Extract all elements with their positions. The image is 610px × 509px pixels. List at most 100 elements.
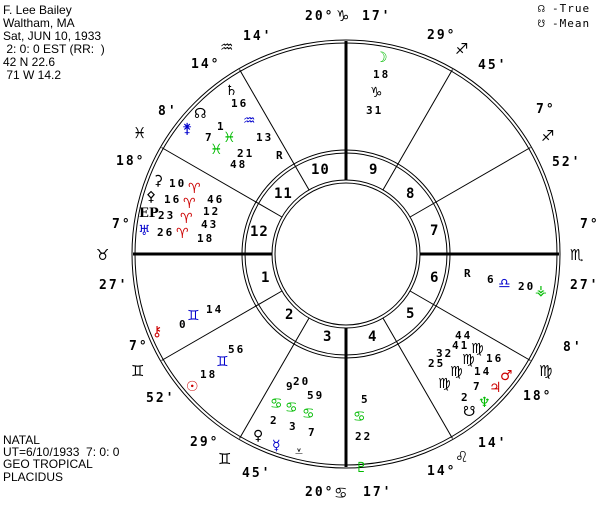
- planet-sun[interactable]: ☉ 18 ♊ 56: [186, 343, 245, 395]
- planet-degree: 18: [373, 68, 390, 81]
- venus-icon: ♀: [253, 428, 263, 444]
- uranus-icon: ♅: [138, 223, 151, 239]
- planet-mercury[interactable]: ☿ 20 ♋ 3: [272, 375, 310, 454]
- planet-vesta[interactable]: R 6 ♎ 20 ⚶: [464, 267, 547, 299]
- planet-jupiter[interactable]: 41 ♍ 14 ♃: [452, 339, 502, 396]
- birth-place: Waltham, MA: [3, 16, 75, 30]
- planet-ceres[interactable]: ⚳ 10 ♈ 46: [153, 173, 224, 206]
- planet-minutes: 13: [256, 131, 273, 144]
- juno-icon: ⚵: [182, 121, 192, 137]
- house-cusp-line: [409, 290, 531, 361]
- planet-vertex[interactable]: ⩡ 59 ♋ 7: [295, 389, 324, 460]
- longitude: 71 W 14.2: [3, 68, 61, 82]
- south-node-icon: ☋: [463, 404, 475, 420]
- cusp-minutes: 8': [158, 104, 178, 119]
- neptune-icon: ♆: [478, 395, 491, 411]
- planet-degree: 14: [474, 365, 491, 378]
- sagittarius-icon: ♐: [541, 127, 554, 145]
- planet-degree: 21: [237, 147, 254, 160]
- planet-uranus[interactable]: ♅ 26 ♈ 18: [138, 223, 214, 245]
- planet-degree: 10: [169, 177, 186, 190]
- retrograde-marker: R: [464, 267, 473, 280]
- mean-node-icon: ☋: [538, 17, 546, 30]
- cusp-7-label: 7° ♏ 27': [570, 217, 600, 293]
- vesta-icon: ⚶: [535, 283, 547, 299]
- planet-mars[interactable]: 44 ♍ 16 ♂: [455, 329, 513, 384]
- planet-minutes: 3: [289, 420, 298, 433]
- planet-chiron[interactable]: ⚷ 0 ♊ 14: [152, 303, 223, 340]
- planet-minutes: 32: [436, 347, 453, 360]
- planet-degree: 5: [361, 393, 370, 406]
- house-cusp-lines: [133, 41, 559, 467]
- planet-node[interactable]: ☊ 1 ♓ 7: [194, 106, 236, 146]
- cusp-minutes: 45': [478, 58, 507, 73]
- planet-minutes: 6: [487, 273, 496, 286]
- house-number: 2: [285, 307, 294, 323]
- cusp-6-label: 8' ♍ 18°: [523, 340, 583, 404]
- house-cusp-line: [161, 290, 283, 361]
- cusp-minutes: 52': [552, 155, 581, 170]
- planet-minutes: 56: [228, 343, 245, 356]
- planet-degree: 16: [486, 352, 503, 365]
- cusp-1-label: 7° ♉ 27': [96, 217, 130, 293]
- cusp-9-label: 29° ♐ 45': [427, 28, 507, 73]
- cusp-degree: 14°: [191, 57, 220, 72]
- house-number: 1: [261, 270, 270, 286]
- cusp-11-label: 14' ♒ 14°: [191, 29, 270, 72]
- planet-saturn[interactable]: ♄ 16 ♒ 13 R: [225, 83, 285, 162]
- gemini-icon: ♊: [131, 362, 144, 380]
- vertex-icon: ⩡: [295, 444, 303, 460]
- planet-degree: 20: [518, 280, 535, 293]
- house-number: 6: [430, 270, 439, 286]
- virgo-icon: ♍: [438, 376, 451, 392]
- planet-degree: 1: [217, 120, 226, 133]
- cusp-degree: 7°: [580, 217, 600, 232]
- planet-degree: 20: [293, 375, 310, 388]
- house-number: 4: [368, 329, 377, 345]
- planet-pallas[interactable]: ⚴ 16 ♈ 12: [146, 189, 220, 218]
- planet-juno[interactable]: ⚵ ♓ 21 48: [182, 121, 254, 171]
- cusp-minutes: 27': [570, 278, 599, 293]
- gemini-icon: ♊: [218, 450, 231, 468]
- cusp-10-label: 20° ♑ 17': [305, 7, 391, 25]
- house-number: 5: [406, 306, 415, 322]
- chart-type: NATAL: [3, 433, 40, 447]
- planet-moon[interactable]: ☽ 18 ♑ 31: [366, 50, 390, 117]
- planet-degree: 16: [231, 97, 248, 110]
- pisces-icon: ♓: [210, 142, 223, 158]
- retrograde-marker: R: [276, 149, 285, 162]
- virgo-icon: ♍: [450, 364, 463, 380]
- latitude: 42 N 22.6: [3, 55, 55, 69]
- cusp-degree: 18°: [116, 154, 145, 169]
- planet-degree: 2: [461, 391, 470, 404]
- house-system: PLACIDUS: [3, 470, 63, 484]
- planet-south-node[interactable]: 25 ♍ 2 ☋: [428, 357, 475, 420]
- planet-minutes: 12: [203, 205, 220, 218]
- planet-neptune[interactable]: 32 ♍ 7 ♆: [436, 347, 491, 411]
- planet-degree: 0: [179, 318, 188, 331]
- planet-pluto[interactable]: 5 ♋ 22 ♇: [353, 393, 372, 476]
- house-cusp-line: [382, 317, 453, 439]
- house-numbers: 1 1 2 3 4 5 6 7 8 9 10 11 12: [250, 162, 439, 345]
- planet-east-point[interactable]: EP 23 ♈ 43: [139, 206, 218, 231]
- cusp-minutes: 8': [563, 340, 583, 355]
- mercury-icon: ☿: [272, 438, 281, 454]
- libra-icon: ♎: [498, 276, 511, 292]
- planet-minutes: 7: [308, 426, 317, 439]
- birth-time: 2: 0: 0 EST (RR: ): [3, 42, 105, 56]
- chart-header-info: F. Lee Bailey Waltham, MA Sat, JUN 10, 1…: [3, 3, 105, 82]
- cusp-minutes: 17': [362, 9, 391, 24]
- planet-venus[interactable]: ♀ 9 ♋ 2: [253, 380, 295, 444]
- pluto-icon: ♇: [355, 460, 368, 476]
- cusp-degree: 7°: [536, 102, 556, 117]
- house-number-ring-outer: [241, 149, 451, 359]
- virgo-icon: ♍: [462, 352, 475, 368]
- aries-icon: ♈: [188, 181, 201, 197]
- planet-degree: 18: [200, 368, 217, 381]
- planet-minutes: 31: [366, 104, 383, 117]
- cancer-icon: ♋: [285, 400, 298, 416]
- leo-icon: ♌: [455, 448, 468, 466]
- planet-minutes: 25: [428, 357, 445, 370]
- cancer-icon: ♋: [334, 484, 347, 502]
